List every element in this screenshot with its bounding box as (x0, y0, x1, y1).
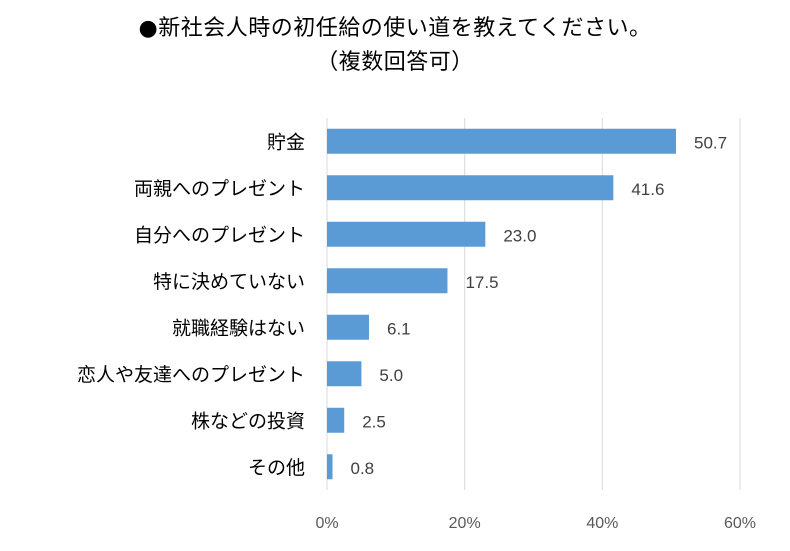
bar (327, 175, 614, 201)
category-label: 特に決めていない (153, 271, 305, 293)
bar (327, 454, 333, 480)
bar (327, 268, 448, 294)
data-label: 6.1 (387, 319, 411, 338)
chart-title: ●新社会人時の初任給の使い道を教えてください。 (138, 16, 652, 41)
data-label: 0.8 (351, 459, 375, 478)
category-label: 貯金 (267, 131, 305, 153)
category-label: 自分へのプレゼント (134, 224, 305, 246)
chart-subtitle: （複数回答可） (316, 50, 474, 75)
category-label: 両親へのプレゼント (134, 178, 305, 200)
x-tick-label: 20% (449, 515, 481, 532)
bar (327, 221, 486, 247)
category-label: 就職経験はない (172, 317, 305, 339)
bar (327, 128, 676, 154)
x-tick-label: 60% (724, 515, 756, 532)
x-tick-label: 0% (315, 515, 338, 532)
bar (327, 314, 369, 340)
data-label: 5.0 (379, 366, 403, 385)
bar (327, 407, 345, 433)
category-label: 株などの投資 (191, 410, 305, 432)
category-label: 恋人や友達へのプレゼント (77, 364, 305, 386)
category-label: その他 (248, 457, 305, 479)
data-label: 2.5 (362, 412, 386, 431)
data-label: 50.7 (694, 133, 727, 152)
data-label: 23.0 (503, 226, 536, 245)
data-label: 17.5 (465, 273, 498, 292)
x-tick-label: 40% (586, 515, 618, 532)
bar (327, 361, 362, 387)
data-label: 41.6 (631, 180, 664, 199)
